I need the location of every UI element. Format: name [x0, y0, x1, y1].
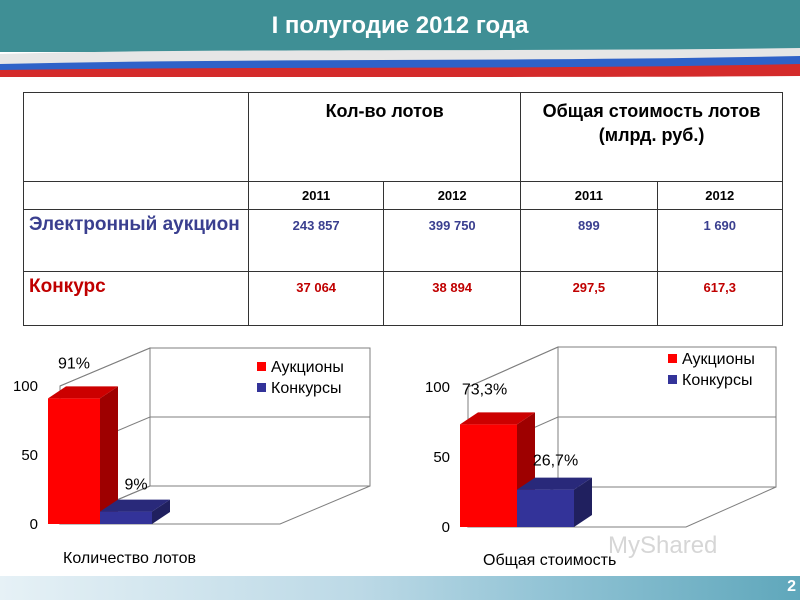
- bar-top: [517, 477, 592, 490]
- x-axis-label: Количество лотов: [63, 550, 196, 567]
- table-cell: 399 750: [383, 209, 522, 272]
- chart-total-cost-svg: 0 50 100 73,3% Аукционы 26,7% Конкурсы: [425, 346, 777, 536]
- legend-swatch: [668, 354, 677, 363]
- data-label: 9%: [124, 477, 147, 494]
- bar-side: [152, 499, 170, 524]
- data-label: 91%: [58, 355, 90, 372]
- table-cell: 37 064: [248, 271, 385, 326]
- table-cell: 617,3: [656, 271, 784, 326]
- bar-front: [460, 424, 517, 527]
- table-row: Электронный аукцион 243 857 399 750 899 …: [22, 209, 784, 272]
- table-row: Конкурс 37 064 38 894 297,5 617,3: [22, 271, 784, 326]
- chart-total-cost: 0 50 100 73,3% Аукционы 26,7% Конкурсы Общая с…: [405, 336, 795, 580]
- page-title: I полугодие 2012 года: [271, 12, 529, 39]
- bar-side: [574, 477, 592, 527]
- bar-front: [100, 511, 152, 524]
- year-cell: 2011: [248, 181, 385, 210]
- bar-top: [100, 499, 170, 512]
- y-tick-label: 50: [433, 449, 450, 466]
- chart-lots-count-svg: 0 50 100 91% Аукционы 9% Конкурсы: [13, 347, 371, 533]
- y-tick-label: 50: [21, 447, 38, 464]
- header-total-cost: Общая стоимость лотов (млрд. руб.): [520, 92, 783, 182]
- chart-gridline: [59, 347, 370, 387]
- legend-swatch: [257, 383, 266, 392]
- row-label-contest: Конкурс: [22, 271, 250, 326]
- legend-label: Конкурсы: [271, 380, 341, 397]
- y-tick-label: 0: [442, 519, 450, 536]
- legend-label: Аукционы: [682, 351, 755, 368]
- table-cell: 243 857: [248, 209, 385, 272]
- data-table: Кол-во лотов Общая стоимость лотов (млрд…: [22, 92, 784, 326]
- bar-front: [517, 489, 574, 527]
- bar-top: [460, 412, 535, 425]
- year-cell: 2012: [383, 181, 522, 210]
- footer-bar: [0, 576, 800, 600]
- table-corner-cell: [22, 92, 250, 182]
- table-years-row: 2011 2012 2011 2012: [22, 181, 784, 210]
- y-tick-label: 100: [13, 378, 38, 395]
- page-number: 2: [787, 578, 796, 595]
- table-cell: 38 894: [383, 271, 522, 326]
- year-cell: 2011: [520, 181, 658, 210]
- header-lots-count: Кол-во лотов: [248, 92, 522, 182]
- table-years-empty-cell: [22, 181, 250, 210]
- table-cell: 1 690: [656, 209, 784, 272]
- bar-side: [100, 386, 118, 524]
- legend-swatch: [257, 362, 266, 371]
- watermark: MyShared: [608, 532, 718, 559]
- year-cell: 2012: [656, 181, 784, 210]
- table-header-row: Кол-во лотов Общая стоимость лотов (млрд…: [22, 92, 783, 182]
- y-tick-label: 0: [30, 516, 38, 533]
- data-label: 73,3%: [462, 381, 507, 398]
- x-axis-label: Общая стоимость: [483, 552, 617, 569]
- data-label: 26,7%: [533, 453, 578, 470]
- legend-swatch: [668, 375, 677, 384]
- table-cell: 297,5: [520, 271, 658, 326]
- bar-front: [48, 398, 100, 524]
- y-tick-label: 100: [425, 379, 450, 396]
- table-cell: 899: [520, 209, 658, 272]
- bar-top: [48, 386, 118, 399]
- legend-label: Конкурсы: [682, 372, 752, 389]
- chart-lots-count: 0 50 100 91% Аукционы 9% Конкурсы Количество л…: [0, 336, 390, 580]
- chart-gridline: [467, 346, 776, 388]
- flag-stripe-decoration: [0, 48, 800, 82]
- legend-label: Аукционы: [271, 359, 344, 376]
- row-label-auction: Электронный аукцион: [22, 209, 250, 272]
- title-bar: [0, 0, 800, 52]
